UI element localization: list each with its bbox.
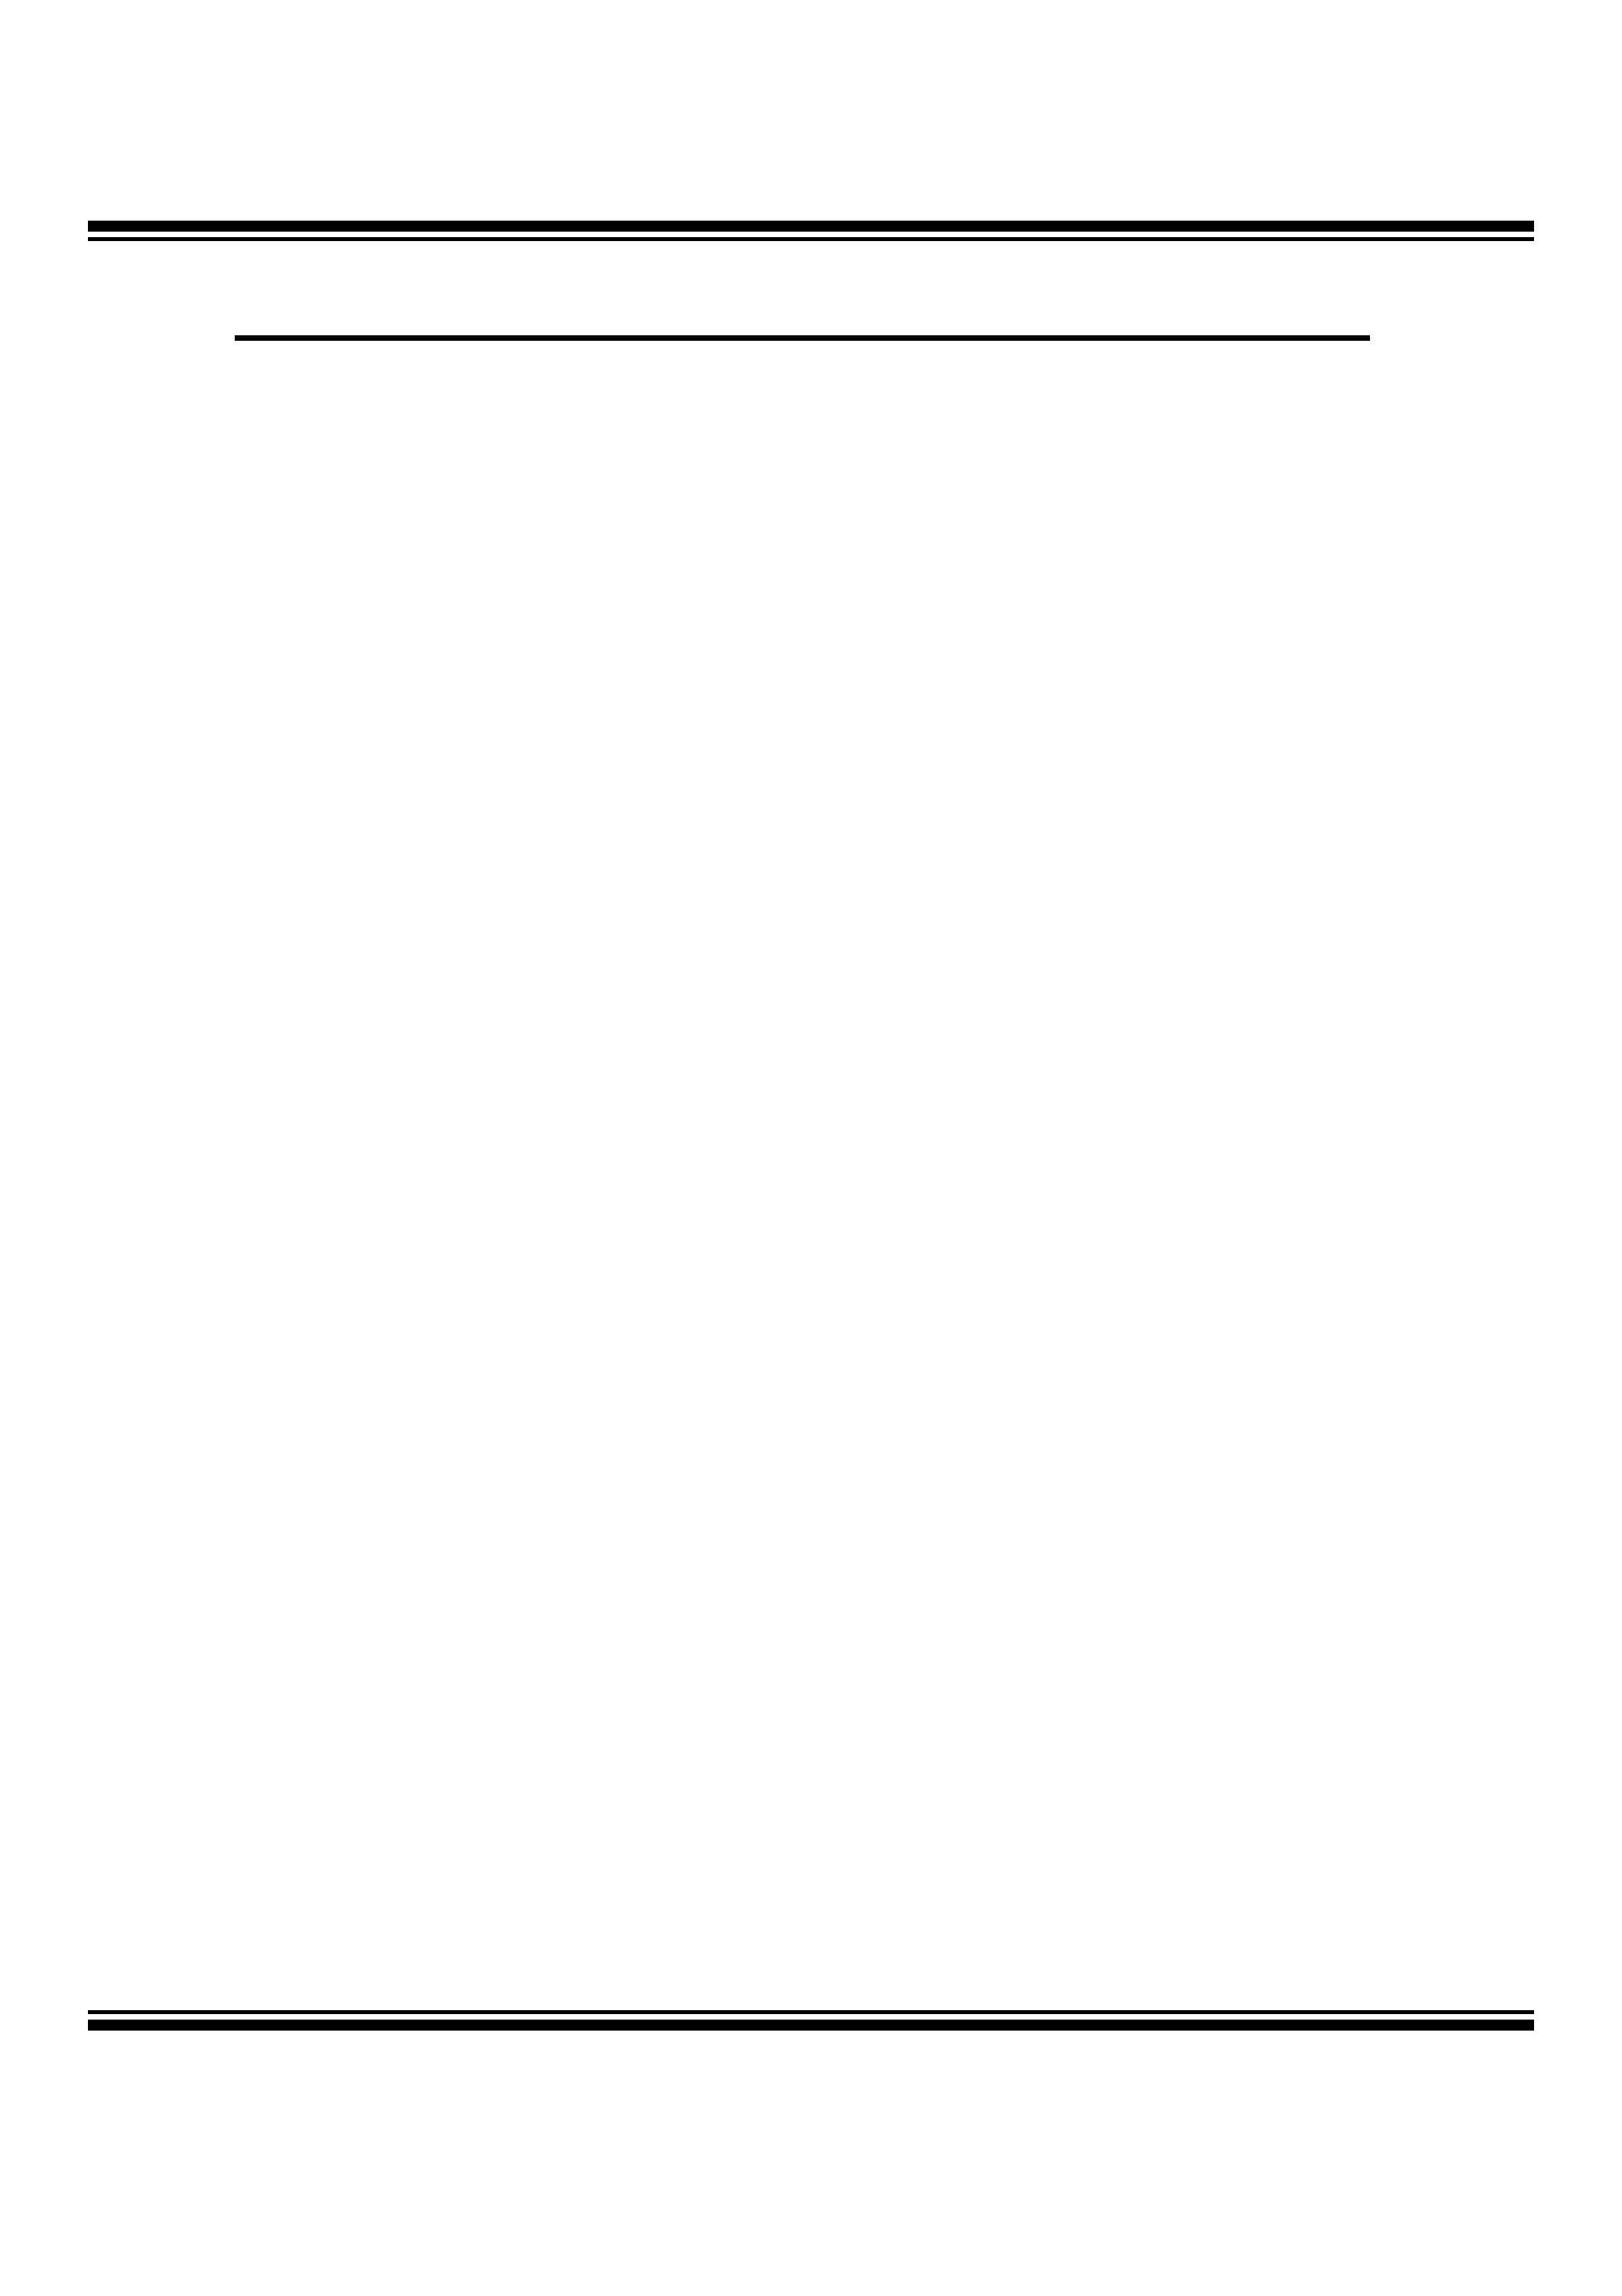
characteristics-table	[235, 335, 1370, 341]
figure-5-relative-radiant-intensity-vs-forward-current	[275, 1594, 824, 2049]
figure-6-radiation-diagram	[832, 1563, 1366, 2018]
figure-2-forward-current-vs-ambient-temperature	[832, 730, 1366, 1201]
footer-rule-thick	[88, 2020, 1534, 2031]
figure-1-spectral-distribution	[275, 730, 824, 1146]
header-rule-thick	[88, 221, 1534, 232]
header-rule-thin	[88, 237, 1534, 241]
footer-rule-thin	[88, 2010, 1534, 2014]
figure-4-relative-radiant-intensity-vs-ambient-temperature	[832, 1146, 1366, 1594]
figure-3-forward-current-vs-forward-voltage	[275, 1146, 824, 1594]
